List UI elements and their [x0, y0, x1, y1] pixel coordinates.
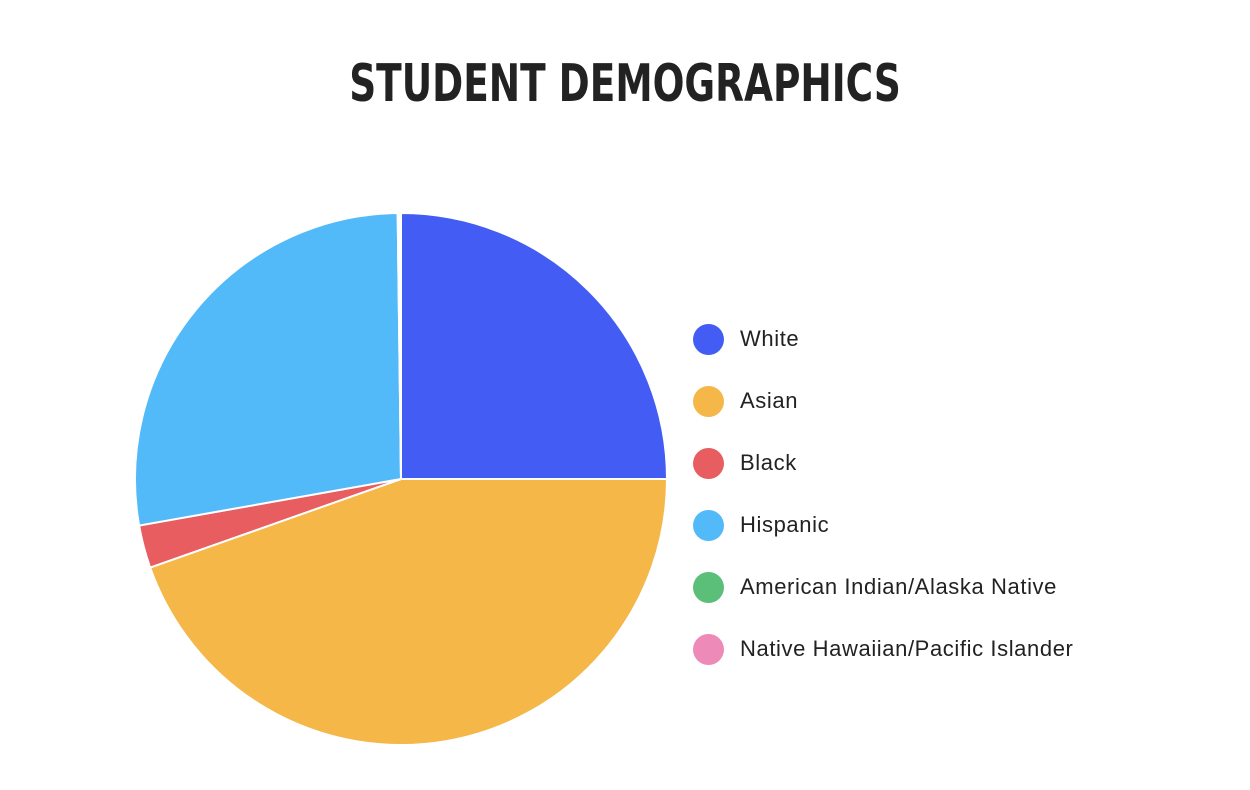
- legend-swatch: [693, 323, 724, 355]
- pie-slice-hispanic[interactable]: [134, 212, 402, 527]
- pie-slice-asian[interactable]: [149, 478, 668, 747]
- legend-item[interactable]: Native Hawaiian/Pacific Islander: [693, 618, 1073, 680]
- legend-item[interactable]: Hispanic: [693, 494, 1073, 556]
- pie-slice-white[interactable]: [400, 212, 668, 480]
- legend-item[interactable]: White: [693, 308, 1073, 370]
- legend-label: Native Hawaiian/Pacific Islander: [740, 636, 1074, 661]
- legend-label: American Indian/Alaska Native: [740, 574, 1057, 599]
- legend-swatch: [693, 385, 724, 417]
- legend-item[interactable]: American Indian/Alaska Native: [693, 556, 1073, 618]
- legend-label: Black: [740, 450, 797, 475]
- legend-swatch: [693, 571, 724, 603]
- legend-label: Hispanic: [740, 512, 830, 537]
- legend-item[interactable]: Asian: [693, 370, 1073, 432]
- legend-swatch: [693, 447, 724, 479]
- pie-slice-native-hawaiian-pacific-islander[interactable]: [398, 212, 402, 480]
- legend-label: White: [740, 326, 800, 351]
- chart-title: STUDENT DEMOGRAPHICS: [349, 54, 901, 114]
- pie-slices: [134, 212, 668, 747]
- legend-swatch: [693, 633, 724, 665]
- chart-legend: White Asian Black Hispanic American Indian/A…: [693, 308, 1073, 680]
- legend-swatch: [693, 509, 724, 541]
- legend-item[interactable]: Black: [693, 432, 1073, 494]
- legend-label: Asian: [740, 388, 799, 413]
